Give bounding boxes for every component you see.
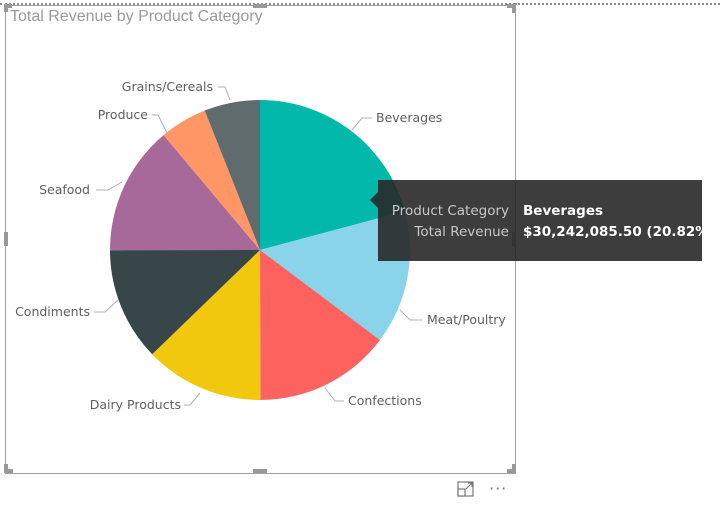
resize-handle-tl[interactable] — [4, 4, 12, 8]
leader-line — [94, 299, 119, 313]
resize-handle-bottom[interactable] — [253, 469, 267, 473]
leader-line — [399, 309, 422, 321]
data-label: Condiments — [15, 304, 90, 319]
tooltip-value: $30,242,085.50 (20.82%) — [523, 224, 715, 240]
data-label: Dairy Products — [90, 397, 181, 412]
resize-handle-bl[interactable] — [4, 469, 13, 473]
resize-handle-br-v[interactable] — [512, 464, 516, 473]
data-label: Meat/Poultry — [427, 312, 506, 327]
resize-handle-left[interactable] — [4, 232, 8, 246]
resize-handle-tr[interactable] — [507, 4, 516, 8]
tooltip-key: Product Category — [391, 203, 509, 219]
leader-line — [218, 86, 231, 101]
leader-line — [96, 181, 123, 191]
leader-line — [184, 392, 201, 406]
pie-slice-meat-poultry[interactable] — [260, 211, 410, 341]
chart-title: Total Revenue by Product Category — [10, 8, 263, 25]
data-label: Grains/Cereals — [122, 79, 213, 94]
resize-handle-br[interactable] — [507, 469, 516, 473]
pie-slice-grains-cereals[interactable] — [204, 100, 260, 250]
focus-mode-icon[interactable] — [457, 481, 475, 497]
pie-slice-condiments[interactable] — [110, 250, 260, 355]
canvas-border-top-right — [515, 3, 720, 5]
data-label: Produce — [98, 107, 149, 122]
pie-slice-confections[interactable] — [260, 250, 380, 400]
tooltip: Product Category Beverages Total Revenue… — [370, 180, 715, 261]
tooltip-key: Total Revenue — [414, 224, 509, 240]
resize-handle-bl-v[interactable] — [4, 464, 8, 473]
pie-slice-beverages[interactable] — [260, 100, 405, 250]
pie-slice-seafood[interactable] — [110, 135, 260, 251]
tooltip-value: Beverages — [523, 203, 604, 219]
pie-slice-produce[interactable] — [163, 110, 260, 250]
resize-handle-top[interactable] — [253, 4, 267, 8]
data-label: Beverages — [376, 110, 442, 125]
data-label: Seafood — [39, 182, 90, 197]
leader-line — [152, 114, 168, 134]
more-options-icon[interactable]: ··· — [489, 479, 508, 498]
pie-slice-dairy-products[interactable] — [152, 250, 261, 400]
resize-handle-tr-v[interactable] — [512, 4, 516, 13]
data-label: Confections — [348, 393, 422, 408]
resize-handle-tl-v[interactable] — [4, 4, 8, 12]
leader-line — [351, 117, 372, 131]
leader-line — [324, 387, 344, 402]
